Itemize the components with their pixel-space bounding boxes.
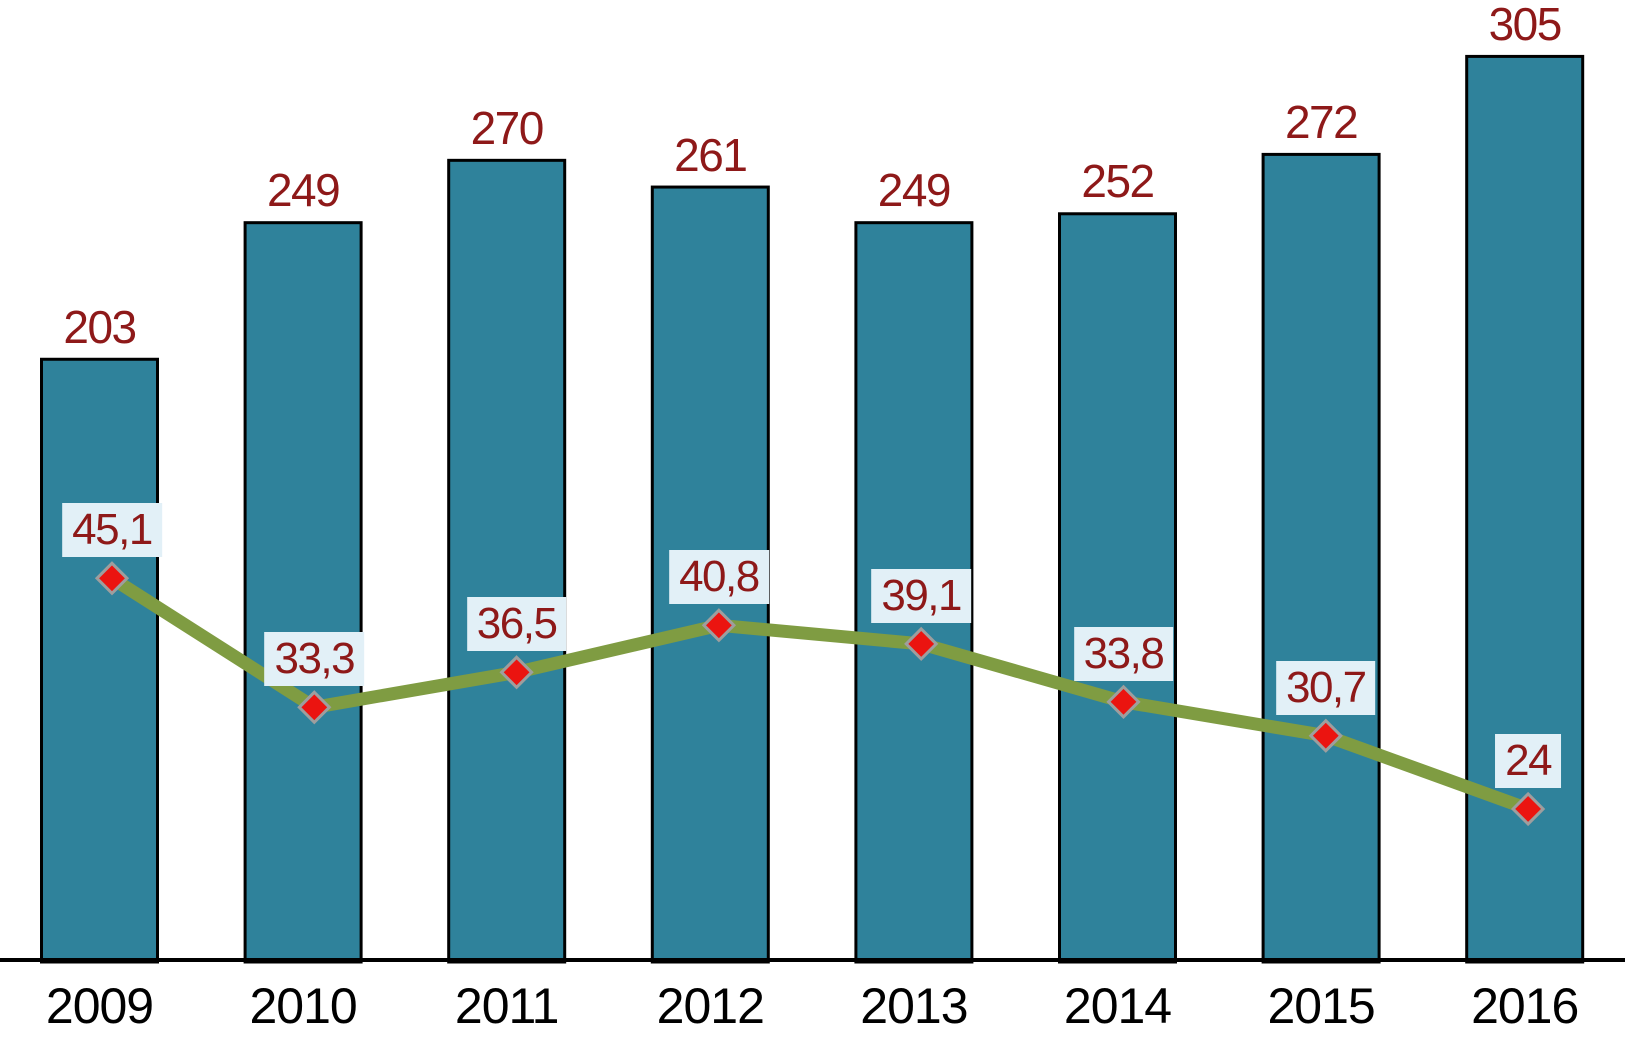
bar xyxy=(1058,212,1177,964)
bar xyxy=(243,221,363,964)
line-marker xyxy=(904,626,939,662)
line-marker xyxy=(1510,791,1546,827)
bar xyxy=(1261,152,1381,964)
line-marker xyxy=(499,655,534,690)
line-marker xyxy=(94,561,130,596)
line-marker xyxy=(1308,718,1343,753)
line-series-path xyxy=(108,572,1531,816)
line-marker xyxy=(1106,684,1141,719)
line-marker xyxy=(701,608,737,643)
bar xyxy=(1465,54,1585,964)
bar xyxy=(40,357,159,964)
bar xyxy=(854,221,974,964)
line-marker xyxy=(297,690,332,725)
bar xyxy=(447,158,567,964)
bar xyxy=(650,185,770,964)
